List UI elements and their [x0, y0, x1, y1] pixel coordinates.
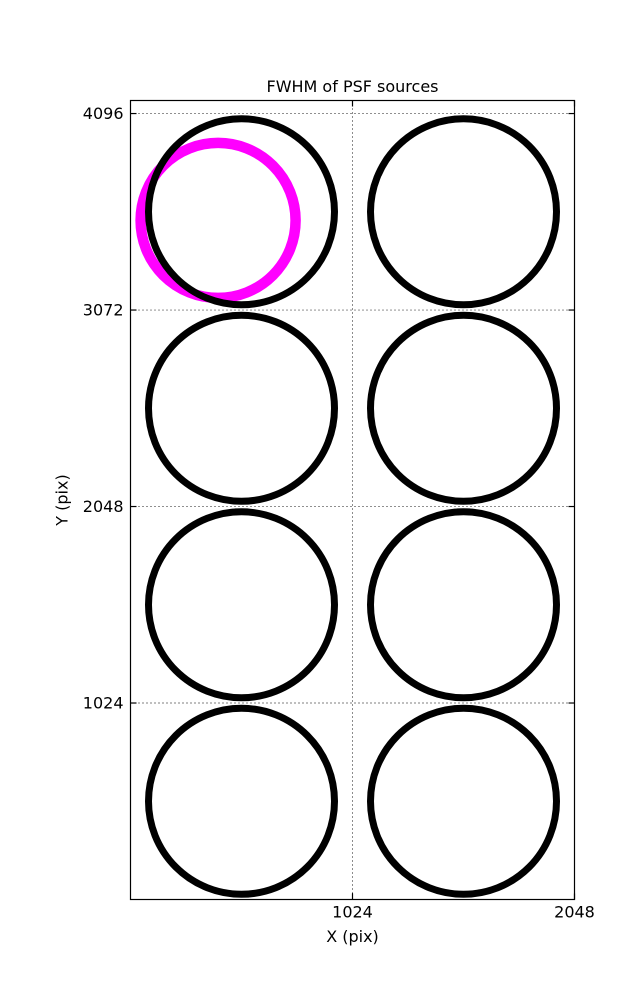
- psf-source-marker: [367, 508, 560, 702]
- psf-source-marker: [145, 115, 338, 309]
- y-tick-label: 4096: [83, 104, 124, 123]
- psf-source-marker: [367, 704, 560, 898]
- psf-source-marker: [145, 311, 338, 505]
- x-tick-label: 2048: [554, 903, 595, 922]
- highlighted-source-marker: [135, 137, 301, 304]
- plot-border: [129, 99, 576, 901]
- psf-source-marker: [145, 704, 338, 898]
- x-tick-label: 1024: [332, 903, 373, 922]
- chart-title: FWHM of PSF sources: [266, 77, 439, 96]
- y-tick-label: 1024: [83, 694, 124, 713]
- x-axis-label: X (pix): [326, 927, 379, 946]
- y-axis-label: Y (pix): [52, 474, 72, 526]
- y-tick-label: 3072: [83, 301, 124, 320]
- y-tick-label: 2048: [83, 497, 124, 516]
- psf-source-marker: [145, 508, 338, 702]
- psf-source-marker: [367, 115, 560, 309]
- psf-source-marker: [367, 311, 560, 505]
